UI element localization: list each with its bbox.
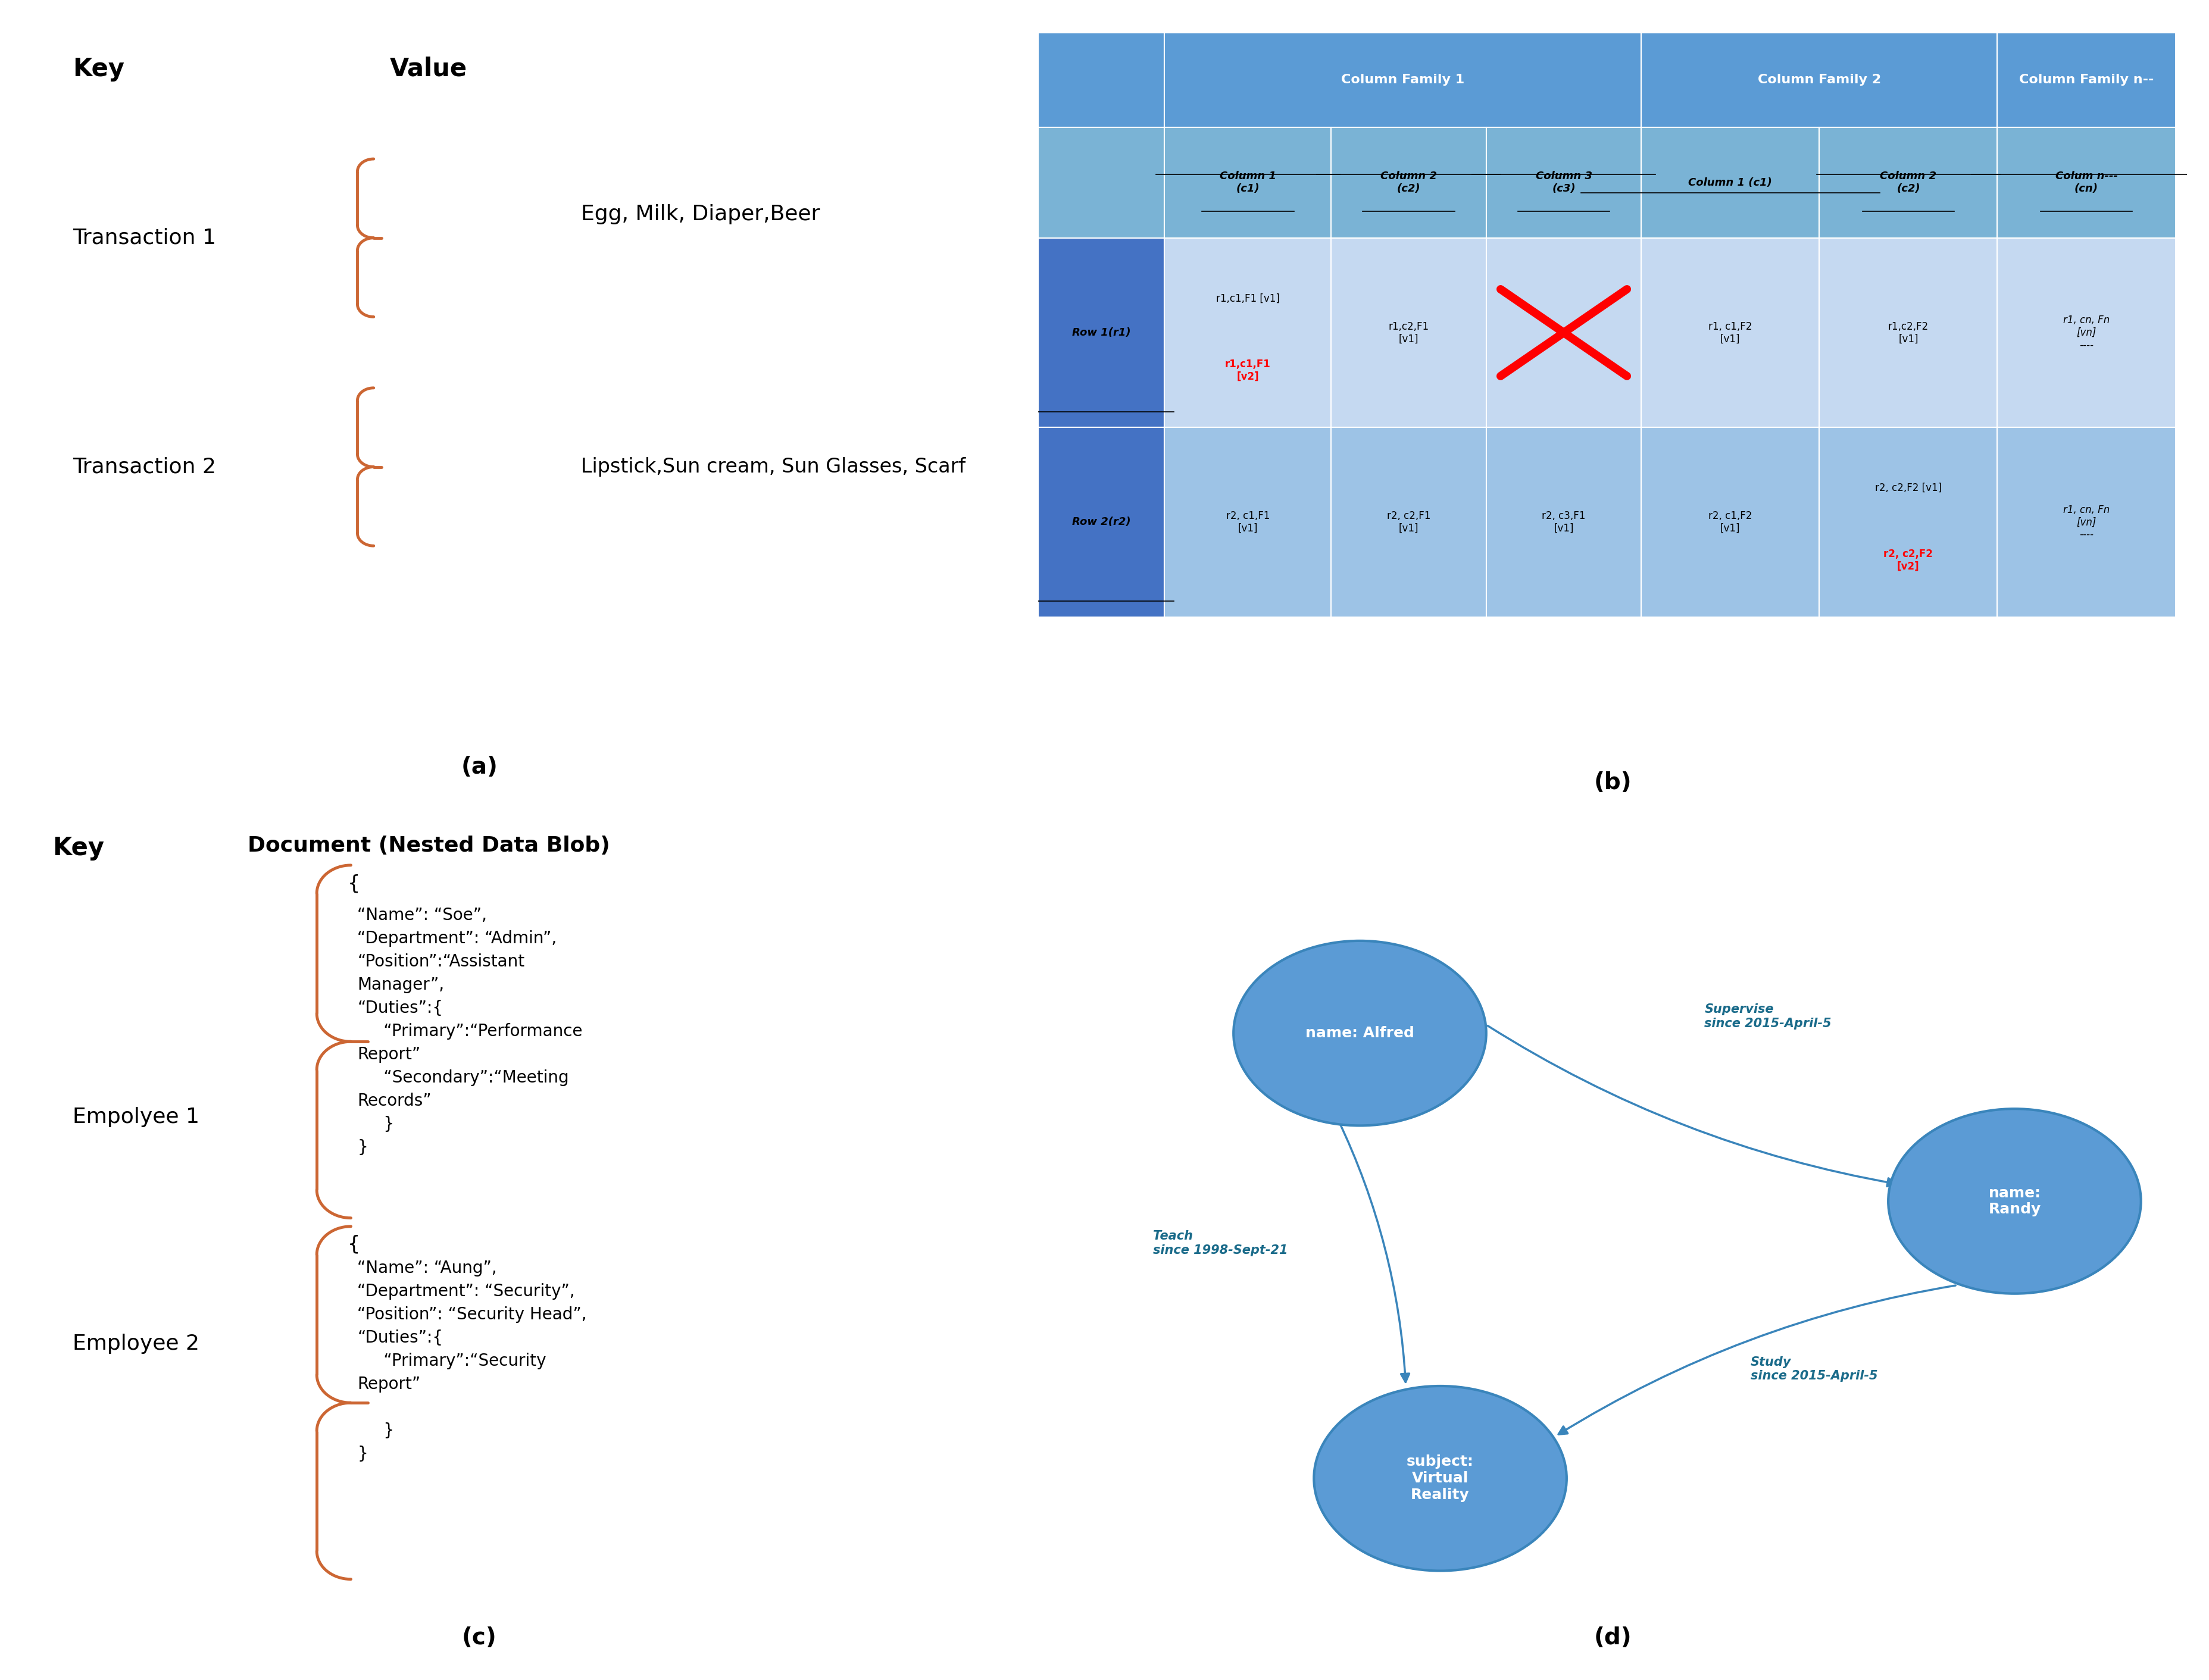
Text: Supervise
since 2015-April-5: Supervise since 2015-April-5 [1705,1003,1831,1030]
Bar [1164,427,1332,617]
Bar [1487,128,1641,239]
Bar [1332,128,1487,239]
Text: Study
since 2015-April-5: Study since 2015-April-5 [1750,1356,1878,1383]
Text: r1,c2,F1
[v1]: r1,c2,F1 [v1] [1389,321,1429,344]
Text: Empolyee 1: Empolyee 1 [73,1107,199,1127]
Bar [1641,427,1820,617]
Text: name:
Randy: name: Randy [1988,1186,2041,1216]
Text: r1, c1,F2
[v1]: r1, c1,F2 [v1] [1708,321,1752,344]
Bar [1997,427,2176,617]
Bar [1164,128,1332,239]
Text: Teach
since 1998-Sept-21: Teach since 1998-Sept-21 [1153,1230,1288,1257]
Text: Document (Nested Data Blob): Document (Nested Data Blob) [247,835,610,857]
Text: (b): (b) [1593,771,1632,795]
Bar [1820,427,1997,617]
Text: Lipstick,Sun cream, Sun Glasses, Scarf: Lipstick,Sun cream, Sun Glasses, Scarf [581,457,965,477]
Circle shape [1314,1386,1566,1571]
Text: Column 3
(c3): Column 3 (c3) [1535,171,1593,195]
Text: name: Alfred: name: Alfred [1306,1026,1414,1040]
Text: Value: Value [389,55,468,81]
Bar [1164,239,1332,427]
Bar [1038,32,1164,128]
Bar [1997,32,2176,128]
Bar [1641,128,1820,239]
Text: Column Family 1: Column Family 1 [1341,74,1465,86]
Text: “Name”: “Soe”,
“Department”: “Admin”,
“Position”:“Assistant
Manager”,
“Duties”:{: “Name”: “Soe”, “Department”: “Admin”, “P… [358,907,583,1156]
Bar [1641,239,1820,427]
Bar [1997,128,2176,239]
Text: “Name”: “Aung”,
“Department”: “Security”,
“Position”: “Security Head”,
“Duties”:: “Name”: “Aung”, “Department”: “Security”… [358,1260,588,1462]
Text: r1,c2,F2
[v1]: r1,c2,F2 [v1] [1889,321,1928,344]
Text: Key: Key [53,835,104,860]
Text: Column 1
(c1): Column 1 (c1) [1219,171,1277,195]
Bar [1997,239,2176,427]
Bar [1820,239,1997,427]
Text: Employee 2: Employee 2 [73,1334,199,1354]
Text: Transaction 1: Transaction 1 [73,228,216,249]
Bar [1332,239,1487,427]
Text: Column 2
(c2): Column 2 (c2) [1880,171,1937,195]
Text: Key: Key [73,55,124,81]
Text: r2, c2,F2 [v1]: r2, c2,F2 [v1] [1875,482,1942,494]
Text: Column Family n--: Column Family n-- [2019,74,2154,86]
Text: r2, c2,F1
[v1]: r2, c2,F1 [v1] [1387,511,1431,534]
Text: (a): (a) [462,756,497,778]
Text: subject:
Virtual
Reality: subject: Virtual Reality [1407,1455,1473,1502]
Text: r1,c1,F1 [v1]: r1,c1,F1 [v1] [1217,294,1279,304]
Text: r1,c1,F1
[v2]: r1,c1,F1 [v2] [1226,360,1270,381]
Bar [1641,32,1997,128]
Bar [1332,427,1487,617]
Text: Colum n---
(cn): Colum n--- (cn) [2054,171,2118,195]
Text: Transaction 2: Transaction 2 [73,457,216,477]
Text: Column 1 (c1): Column 1 (c1) [1688,178,1772,188]
Bar [1820,128,1997,239]
Text: (c): (c) [462,1626,497,1650]
Text: (d): (d) [1593,1626,1632,1650]
Text: r2, c1,F2
[v1]: r2, c1,F2 [v1] [1708,511,1752,534]
Text: r1, cn, Fn
[vn]
----: r1, cn, Fn [vn] ---- [2063,504,2110,539]
Bar [1038,128,1164,239]
Text: r2, c1,F1
[v1]: r2, c1,F1 [v1] [1226,511,1270,534]
Circle shape [1233,941,1487,1126]
Text: {: { [347,1235,360,1255]
Text: Column 2
(c2): Column 2 (c2) [1381,171,1436,195]
Bar [1487,239,1641,427]
Bar [1164,32,1641,128]
Bar [1038,239,1164,427]
Bar [1487,427,1641,617]
Text: Row 2(r2): Row 2(r2) [1071,517,1131,528]
Text: Row 1(r1): Row 1(r1) [1071,328,1131,338]
Text: r2, c2,F2
[v2]: r2, c2,F2 [v2] [1884,548,1933,571]
Circle shape [1889,1109,2141,1294]
Text: r1, cn, Fn
[vn]
----: r1, cn, Fn [vn] ---- [2063,314,2110,351]
Text: Column Family 2: Column Family 2 [1758,74,1882,86]
Text: r2, c3,F1
[v1]: r2, c3,F1 [v1] [1542,511,1586,534]
Bar [1038,427,1164,617]
Text: {: { [347,874,360,894]
Text: Egg, Milk, Diaper,Beer: Egg, Milk, Diaper,Beer [581,203,820,225]
